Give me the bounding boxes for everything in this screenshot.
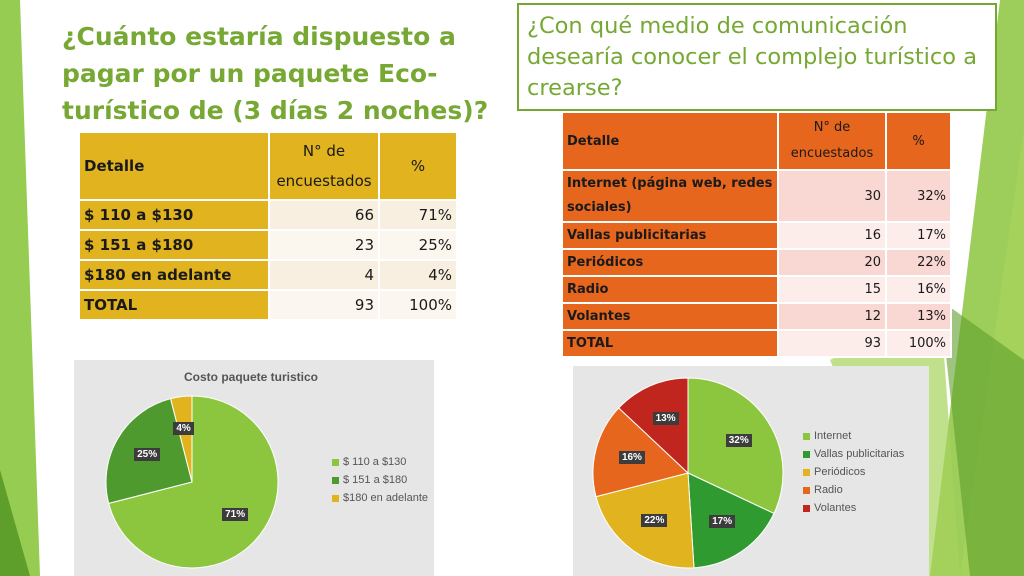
row-label: $ 151 a $180 <box>80 230 270 261</box>
legend-swatch <box>803 468 810 476</box>
legend-item: $ 151 a $180 <box>332 471 428 489</box>
legend-label: Periódicos <box>814 466 866 478</box>
cost-pie-chart: Costo paquete turistico $ 110 a $130 $ 15… <box>74 360 434 576</box>
header-percent: % <box>379 133 458 201</box>
row-label: Volantes <box>563 303 779 331</box>
row-count: 66 <box>269 200 380 231</box>
row-percent: 100% <box>379 290 458 321</box>
legend-label: $180 en adelante <box>343 492 429 504</box>
legend-item: $180 en adelante <box>332 489 428 507</box>
chart-title: Costo paquete turistico <box>184 370 319 384</box>
table-row: $180 en adelante 4 4% <box>80 260 458 291</box>
pie-slice <box>108 395 279 569</box>
row-label: Periódicos <box>563 249 779 277</box>
right-question-box: ¿Con qué medio de comunicación desearía … <box>517 3 997 111</box>
chart-legend: Internet Vallas publicitarias Periódicos Ra… <box>803 427 904 517</box>
row-count: 12 <box>778 303 887 331</box>
pie-data-label: 17% <box>709 514 736 528</box>
row-percent: 4% <box>379 260 458 291</box>
row-label: TOTAL <box>563 330 779 358</box>
row-count: 93 <box>269 290 380 321</box>
media-table: Detalle N° de encuestados % Internet (pá… <box>563 113 952 358</box>
legend-item: Vallas publicitarias <box>803 445 904 463</box>
row-count: 93 <box>778 330 887 358</box>
row-label: Radio <box>563 276 779 304</box>
legend-item: $ 110 a $130 <box>332 453 428 471</box>
pie-data-label: 4% <box>173 422 194 436</box>
row-count: 23 <box>269 230 380 261</box>
legend-swatch <box>803 486 810 494</box>
pie-slice <box>170 395 193 483</box>
table-row: $ 151 a $180 23 25% <box>80 230 458 261</box>
table-row-total: TOTAL 93 100% <box>80 290 458 321</box>
header-percent: % <box>886 113 952 171</box>
header-detalle: Detalle <box>80 133 270 201</box>
legend-item: Volantes <box>803 499 904 517</box>
right-question-title: ¿Con qué medio de comunicación desearía … <box>527 13 977 101</box>
legend-item: Internet <box>803 427 904 445</box>
row-percent: 71% <box>379 200 458 231</box>
row-percent: 22% <box>886 249 952 277</box>
row-label: TOTAL <box>80 290 270 321</box>
row-label: $180 en adelante <box>80 260 270 291</box>
pie-slice <box>618 377 689 475</box>
row-percent: 13% <box>886 303 952 331</box>
pie-svg <box>105 395 279 569</box>
row-percent: 17% <box>886 222 952 250</box>
row-count: 4 <box>269 260 380 291</box>
row-percent: 25% <box>379 230 458 261</box>
left-question-title: ¿Cuánto estaría dispuesto a pagar por un… <box>62 22 489 125</box>
legend-swatch <box>803 504 810 512</box>
legend-label: Internet <box>814 430 852 442</box>
legend-swatch <box>332 458 339 466</box>
cost-table: Detalle N° de encuestados % $ 110 a $130… <box>80 133 458 321</box>
pie-data-label: 32% <box>725 434 752 448</box>
pie-data-label: 13% <box>652 411 679 425</box>
header-encuestados: N° de encuestados <box>269 133 380 201</box>
legend-label: $ 110 a $130 <box>343 456 407 468</box>
pie-data-label: 16% <box>618 451 645 465</box>
row-percent: 16% <box>886 276 952 304</box>
pie-data-label: 25% <box>134 447 161 461</box>
pie-data-label: 22% <box>641 513 668 527</box>
table-row: Periódicos 20 22% <box>563 249 952 277</box>
legend-item: Periódicos <box>803 463 904 481</box>
table-header-row: Detalle N° de encuestados % <box>80 133 458 201</box>
row-percent: 100% <box>886 330 952 358</box>
legend-label: Volantes <box>814 502 857 514</box>
chart-legend: $ 110 a $130 $ 151 a $180 $180 en adelante <box>332 453 428 507</box>
legend-label: Vallas publicitarias <box>814 448 905 460</box>
table-row: Radio 15 16% <box>563 276 952 304</box>
legend-swatch <box>803 450 810 458</box>
legend-swatch <box>332 494 339 502</box>
table-row-total: TOTAL 93 100% <box>563 330 952 358</box>
table-row: Vallas publicitarias 16 17% <box>563 222 952 250</box>
row-label: $ 110 a $130 <box>80 200 270 231</box>
row-label: Internet (página web, redes sociales) <box>563 170 779 223</box>
header-detalle: Detalle <box>563 113 779 171</box>
row-percent: 32% <box>886 170 952 223</box>
pie-data-label: 71% <box>222 507 249 521</box>
row-count: 16 <box>778 222 887 250</box>
table-row: Volantes 12 13% <box>563 303 952 331</box>
legend-swatch <box>803 432 810 440</box>
table-row: Internet (página web, redes sociales) 30… <box>563 170 952 223</box>
row-label: Vallas publicitarias <box>563 222 779 250</box>
row-count: 15 <box>778 276 887 304</box>
legend-label: Radio <box>814 484 843 496</box>
legend-swatch <box>332 476 339 484</box>
row-count: 30 <box>778 170 887 223</box>
legend-item: Radio <box>803 481 904 499</box>
header-encuestados: N° de encuestados <box>778 113 887 171</box>
legend-label: $ 151 a $180 <box>343 474 408 486</box>
table-header-row: Detalle N° de encuestados % <box>563 113 952 171</box>
row-count: 20 <box>778 249 887 277</box>
table-row: $ 110 a $130 66 71% <box>80 200 458 231</box>
media-pie-chart: Internet Vallas publicitarias Periódicos Ra… <box>573 366 929 576</box>
